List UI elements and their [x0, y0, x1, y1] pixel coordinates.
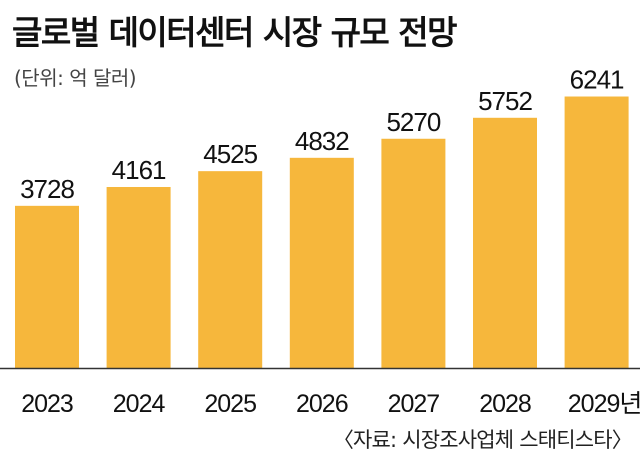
bar-2025 [198, 171, 263, 368]
bar-2026 [289, 157, 354, 368]
value-label: 4161 [112, 155, 166, 185]
unit-label: (단위: 억 달러) [14, 66, 137, 90]
bar-2024 [106, 186, 171, 368]
value-label: 6241 [570, 65, 624, 95]
chart-title: 글로벌 데이터센터 시장 규모 전망 [12, 13, 458, 52]
x-tick-label: 2026 [296, 390, 348, 418]
bar-2029년 [564, 96, 629, 368]
x-tick-label: 2025 [204, 390, 256, 418]
value-label: 3728 [20, 174, 74, 204]
bar-2027 [381, 138, 446, 368]
bar-2023 [15, 205, 79, 368]
value-label: 4832 [295, 126, 349, 156]
bar-2028 [473, 117, 537, 369]
x-tick-label: 2023 [21, 390, 73, 418]
value-label: 5270 [386, 107, 440, 137]
x-tick-label: 2028 [479, 390, 531, 418]
value-label: 5752 [478, 86, 532, 116]
x-tick-label: 2024 [113, 390, 166, 418]
source-note: 〈자료: 시장조사업체 스태티스타〉 [332, 428, 633, 452]
x-tick-label: 2027 [388, 390, 440, 418]
x-tick-label: 2029년 [568, 390, 640, 418]
value-label: 4525 [203, 139, 257, 169]
